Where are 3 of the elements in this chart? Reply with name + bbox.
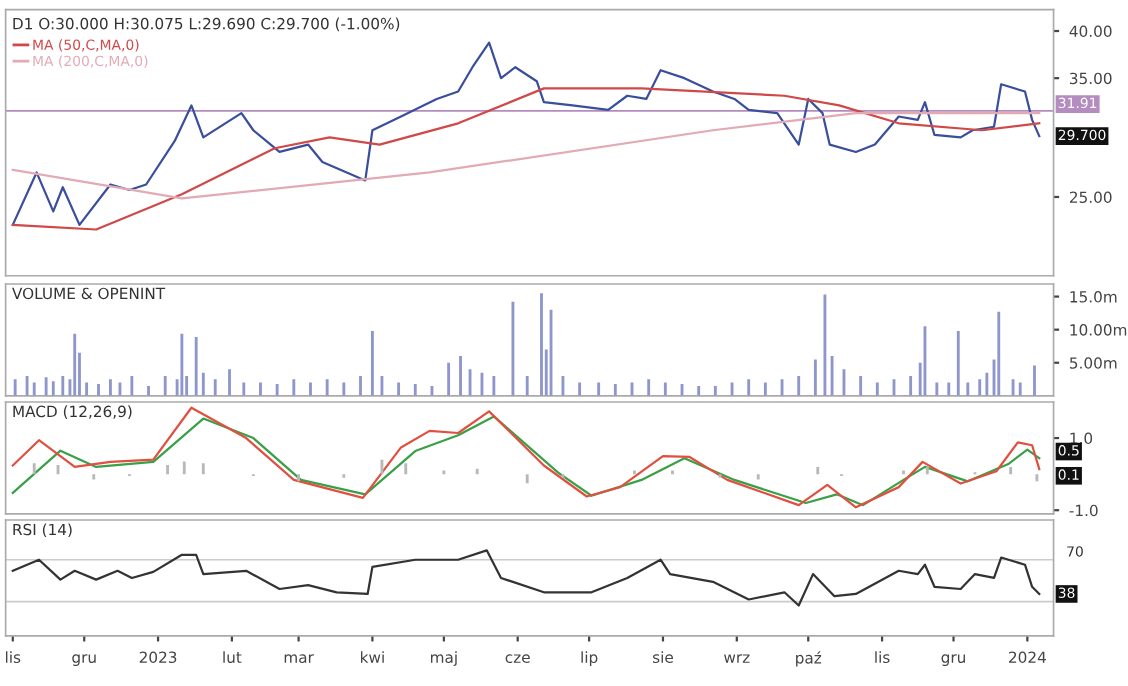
line-series [11,87,1041,231]
line-series [11,41,1041,226]
line-series [11,112,1041,200]
